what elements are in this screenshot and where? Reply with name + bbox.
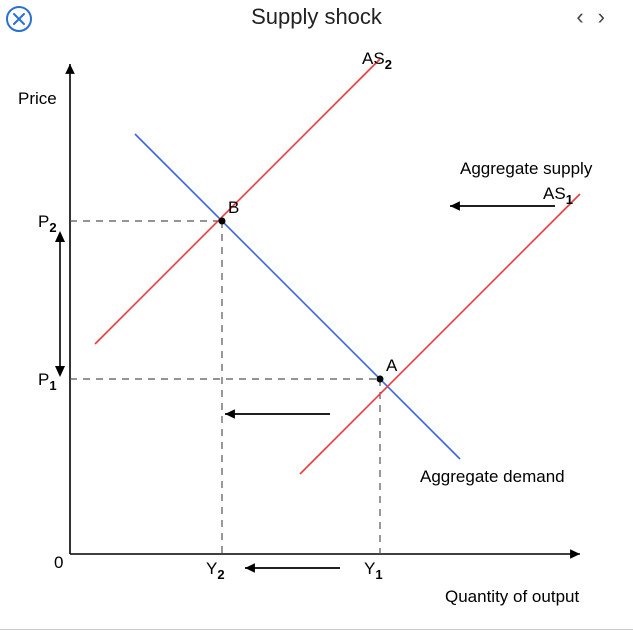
page-title: Supply shock <box>0 4 633 30</box>
curve-as1 <box>300 194 580 474</box>
point-B <box>219 218 226 225</box>
label-aggregate-demand: Aggregate demand <box>420 467 565 486</box>
label-as2: AS2 <box>362 49 392 72</box>
nav-prev-icon[interactable]: ‹ <box>576 4 597 30</box>
shift-arrow-top-head <box>450 201 460 211</box>
y-axis-head <box>65 64 75 74</box>
shift-arrow-middle-head <box>225 409 235 419</box>
y-axis-label: Price <box>18 89 57 108</box>
label-aggregate-supply: Aggregate supply <box>460 159 593 178</box>
point-label-A: A <box>386 356 398 375</box>
point-A <box>377 376 384 383</box>
shift-arrow-bottom-head <box>245 563 255 573</box>
supply-shock-diagram: 0 Price Quantity of output A B P2 P1 Y2 Y1 AS2 Agg… <box>0 34 633 628</box>
curve-ad <box>135 134 460 459</box>
point-label-B: B <box>228 198 239 217</box>
price-bracket-head-down <box>55 366 65 377</box>
origin-label: 0 <box>54 553 63 572</box>
x-axis-label: Quantity of output <box>445 587 579 606</box>
x-axis-head <box>570 549 580 559</box>
tick-Y2: Y2 <box>206 559 225 582</box>
tick-P2: P2 <box>38 212 57 235</box>
label-as1: AS1 <box>543 184 573 207</box>
nav-next-icon[interactable]: › <box>598 4 619 30</box>
tick-Y1: Y1 <box>364 559 383 582</box>
tick-P1: P1 <box>38 370 57 393</box>
footer-divider <box>0 629 633 630</box>
